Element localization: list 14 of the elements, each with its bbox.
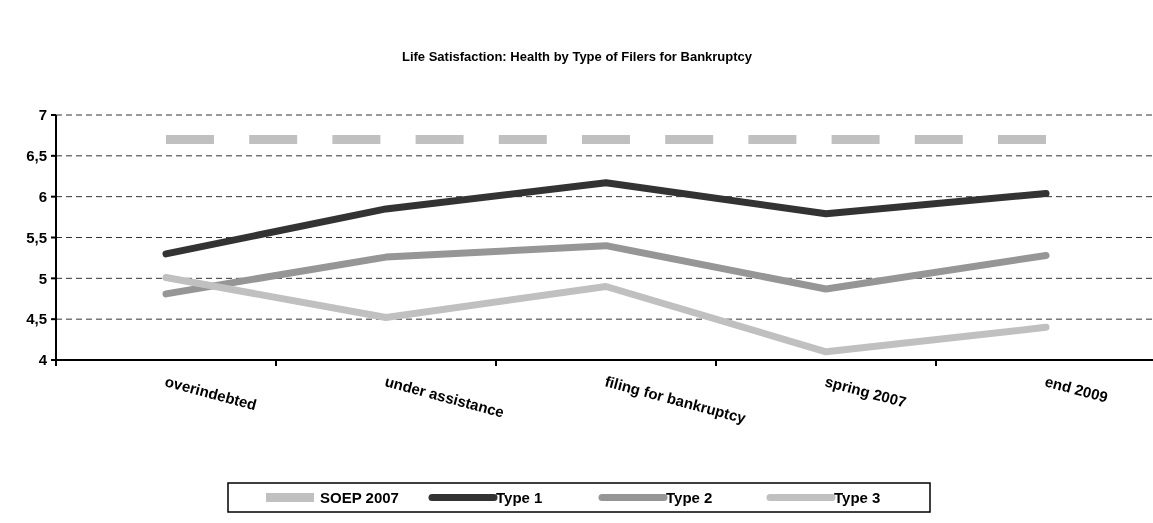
legend-label: SOEP 2007 <box>320 488 399 506</box>
y-tick-label: 6 <box>38 187 47 205</box>
y-tick-label: 5,5 <box>26 228 47 246</box>
y-tick-label: 5 <box>38 269 47 287</box>
x-tick-label: spring 2007 <box>823 372 909 411</box>
y-tick-label: 7 <box>38 106 47 124</box>
y-tick-label: 6,5 <box>26 147 47 165</box>
y-tick-label: 4,5 <box>26 310 47 328</box>
x-tick-label: end 2009 <box>1043 372 1110 406</box>
legend-label: Type 3 <box>834 488 881 506</box>
legend-label: Type 2 <box>666 488 713 506</box>
legend-label: Type 1 <box>496 488 543 506</box>
y-tick-label: 4 <box>38 351 48 369</box>
chart-title: Life Satisfaction: Health by Type of Filers for Bankruptcy <box>401 49 753 64</box>
